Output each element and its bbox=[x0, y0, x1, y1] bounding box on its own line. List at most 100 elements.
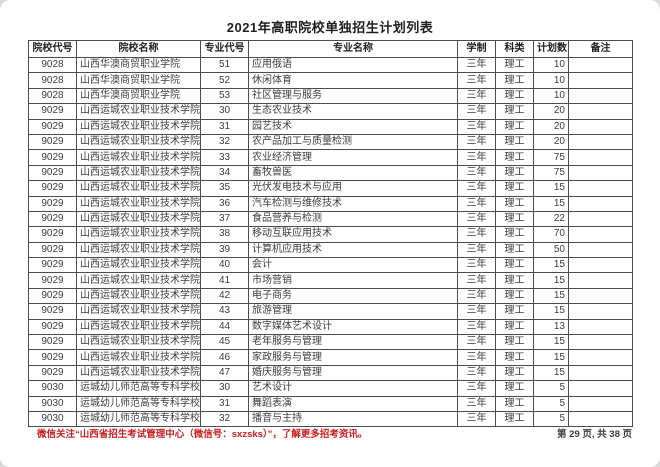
table-cell bbox=[568, 364, 633, 382]
table-row: 9030 运城幼儿师范高等专科学校 30 艺术设计 三年 理工 5 bbox=[28, 380, 633, 397]
table-cell: 山西运城农业职业技术学院 bbox=[76, 272, 201, 289]
table-cell: 三年 bbox=[457, 210, 496, 228]
table-row: 9029 山西运城农业职业技术学院 44 数字媒体艺术设计 三年 理工 13 bbox=[28, 318, 633, 336]
table-cell: 13 bbox=[533, 318, 569, 336]
table-cell: 15 bbox=[533, 334, 569, 351]
table-cell: 理工 bbox=[495, 380, 534, 397]
table-cell bbox=[568, 164, 633, 182]
table-cell: 9028 bbox=[28, 56, 77, 74]
table-cell: 9029 bbox=[28, 226, 77, 243]
table-cell: 33 bbox=[200, 149, 249, 166]
table-cell: 山西运城农业职业技术学院 bbox=[76, 195, 201, 212]
table-row: 9029 山西运城农业职业技术学院 34 畜牧兽医 三年 理工 75 bbox=[28, 164, 633, 182]
table-row: 9028 山西华澳商贸职业学院 52 休闲体育 三年 理工 10 bbox=[28, 72, 633, 89]
table-cell: 9030 bbox=[28, 395, 77, 412]
table-cell: 理工 bbox=[495, 226, 534, 243]
table-cell: 9029 bbox=[28, 303, 77, 320]
table-cell bbox=[568, 395, 633, 412]
table-cell: 50 bbox=[533, 241, 569, 259]
table-cell: 三年 bbox=[457, 149, 496, 166]
table-cell bbox=[568, 303, 633, 320]
table-cell: 山西运城农业职业技术学院 bbox=[76, 257, 201, 274]
table-cell: 山西华澳商贸职业学院 bbox=[76, 87, 201, 105]
column-header: 专业代号 bbox=[200, 40, 249, 58]
table-cell: 播音与主持 bbox=[248, 410, 458, 428]
table-cell: 9030 bbox=[28, 380, 77, 397]
table-header-row: 院校代号 院校名称 专业代号 专业名称 学制 科类 计划数 备注 bbox=[28, 40, 633, 58]
table-cell: 山西运城农业职业技术学院 bbox=[76, 303, 201, 320]
table-cell: 理工 bbox=[495, 164, 534, 182]
page-number: 第 29 页, 共 38 页 bbox=[557, 429, 632, 440]
table-cell: 理工 bbox=[495, 241, 534, 259]
table-row: 9029 山西运城农业职业技术学院 47 婚庆服务与管理 三年 理工 15 bbox=[28, 364, 633, 382]
page-title: 2021年高职院校单独招生计划列表 bbox=[226, 20, 434, 35]
table-cell: 三年 bbox=[457, 349, 496, 366]
table-cell: 理工 bbox=[495, 395, 534, 412]
table-cell: 9029 bbox=[28, 334, 77, 351]
table-cell: 9029 bbox=[28, 133, 77, 151]
table-cell: 应用俄语 bbox=[248, 56, 458, 74]
table-cell: 理工 bbox=[495, 410, 534, 428]
table-cell: 三年 bbox=[457, 226, 496, 243]
table-cell: 53 bbox=[200, 87, 249, 105]
table-cell bbox=[568, 380, 633, 397]
table-cell: 山西运城农业职业技术学院 bbox=[76, 318, 201, 336]
table-row: 9030 运城幼儿师范高等专科学校 31 舞蹈表演 三年 理工 5 bbox=[28, 395, 633, 412]
table-cell: 山西华澳商贸职业学院 bbox=[76, 72, 201, 89]
table-cell: 运城幼儿师范高等专科学校 bbox=[76, 395, 201, 412]
table-row: 9028 山西华澳商贸职业学院 51 应用俄语 三年 理工 10 bbox=[28, 56, 633, 74]
table-cell: 9029 bbox=[28, 195, 77, 212]
table-row: 9029 山西运城农业职业技术学院 38 移动互联应用技术 三年 理工 70 bbox=[28, 226, 633, 243]
enrollment-plan-table: 院校代号 院校名称 专业代号 专业名称 学制 科类 计划数 备注 9028 山西华澳商贸职业学院… bbox=[28, 40, 633, 428]
table-row: 9029 山西运城农业职业技术学院 45 老年服务与管理 三年 理工 15 bbox=[28, 334, 633, 351]
table-cell: 70 bbox=[533, 226, 569, 243]
table-cell: 三年 bbox=[457, 195, 496, 212]
table-cell: 理工 bbox=[495, 87, 534, 105]
table-cell: 山西运城农业职业技术学院 bbox=[76, 133, 201, 151]
table-cell: 15 bbox=[533, 257, 569, 274]
table-cell bbox=[568, 349, 633, 366]
table-cell: 山西运城农业职业技术学院 bbox=[76, 210, 201, 228]
table-cell: 山西运城农业职业技术学院 bbox=[76, 241, 201, 259]
table-row: 9029 山西运城农业职业技术学院 37 食品营养与检测 三年 理工 22 bbox=[28, 210, 633, 228]
table-cell: 34 bbox=[200, 164, 249, 182]
column-header: 备注 bbox=[568, 40, 633, 58]
table-cell: 43 bbox=[200, 303, 249, 320]
table-cell: 食品营养与检测 bbox=[248, 210, 458, 228]
table-cell: 农产品加工与质量检测 bbox=[248, 133, 458, 151]
table-cell bbox=[568, 56, 633, 74]
table-cell bbox=[568, 118, 633, 135]
table-cell: 35 bbox=[200, 180, 249, 197]
table-cell: 三年 bbox=[457, 303, 496, 320]
table-cell: 9029 bbox=[28, 241, 77, 259]
table-cell: 9029 bbox=[28, 349, 77, 366]
table-cell: 75 bbox=[533, 149, 569, 166]
table-cell: 三年 bbox=[457, 318, 496, 336]
column-header: 学制 bbox=[457, 40, 496, 58]
table-cell: 30 bbox=[200, 103, 249, 120]
table-cell: 9029 bbox=[28, 164, 77, 182]
table-cell: 理工 bbox=[495, 303, 534, 320]
table-cell: 41 bbox=[200, 272, 249, 289]
table-cell: 5 bbox=[533, 395, 569, 412]
table-cell: 31 bbox=[200, 118, 249, 135]
table-row: 9029 山西运城农业职业技术学院 30 生态农业技术 三年 理工 20 bbox=[28, 103, 633, 120]
table-cell: 44 bbox=[200, 318, 249, 336]
table-cell: 三年 bbox=[457, 364, 496, 382]
table-cell: 9029 bbox=[28, 257, 77, 274]
table-cell: 三年 bbox=[457, 133, 496, 151]
table-cell: 9029 bbox=[28, 180, 77, 197]
table-cell: 10 bbox=[533, 56, 569, 74]
table-cell bbox=[568, 272, 633, 289]
table-cell bbox=[568, 334, 633, 351]
table-cell: 理工 bbox=[495, 72, 534, 89]
table-row: 9029 山西运城农业职业技术学院 32 农产品加工与质量检测 三年 理工 20 bbox=[28, 133, 633, 151]
column-header: 专业名称 bbox=[248, 40, 458, 58]
table-cell: 5 bbox=[533, 410, 569, 428]
table-cell: 三年 bbox=[457, 395, 496, 412]
table-cell: 理工 bbox=[495, 272, 534, 289]
table-cell: 30 bbox=[200, 380, 249, 397]
table-cell: 理工 bbox=[495, 257, 534, 274]
table-cell: 9030 bbox=[28, 410, 77, 428]
table-cell: 32 bbox=[200, 133, 249, 151]
